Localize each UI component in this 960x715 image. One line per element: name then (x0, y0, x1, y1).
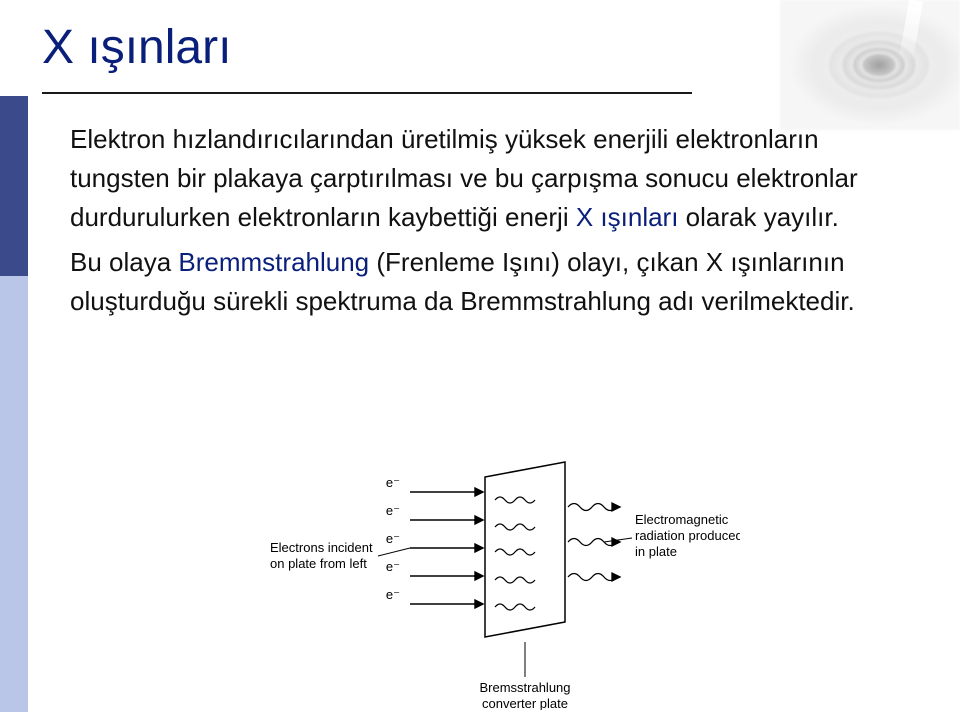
rail-light-segment (0, 276, 28, 712)
left-label-l1: Electrons incident (270, 540, 373, 555)
left-label-pointer (378, 548, 410, 556)
radiation-out (568, 503, 620, 581)
bottom-label-l1: Bremsstrahlung (479, 680, 570, 695)
electron-label-4: e⁻ (386, 559, 400, 574)
electron-label-1: e⁻ (386, 475, 400, 490)
decorative-diffraction-image (780, 0, 960, 130)
diagram-svg: e⁻ e⁻ e⁻ e⁻ e⁻ Electrons incident on pla… (260, 452, 740, 710)
right-label-l1: Electromagnetic (635, 512, 729, 527)
title-underline (42, 92, 692, 94)
p1-highlight: X ışınları (576, 202, 679, 232)
p2-highlight: Bremmstrahlung (178, 247, 369, 277)
p1-text-b: olarak yayılır. (678, 202, 838, 232)
left-label-l2: on plate from left (270, 556, 367, 571)
p2-text-a: Bu olaya (70, 247, 178, 277)
electron-label-2: e⁻ (386, 503, 400, 518)
left-accent-rail (0, 96, 28, 712)
paragraph-2: Bu olaya Bremmstrahlung (Frenleme Işını)… (70, 243, 910, 321)
rail-dark-segment (0, 96, 28, 276)
bottom-label-l2: converter plate (482, 696, 568, 710)
electron-label-5: e⁻ (386, 587, 400, 602)
paragraph-1: Elektron hızlandırıcılarından üretilmiş … (70, 120, 910, 237)
page-title: X ışınları (42, 20, 231, 75)
right-label-l2: radiation produced (635, 528, 740, 543)
electron-label-3: e⁻ (386, 531, 400, 546)
right-label-l3: in plate (635, 544, 677, 559)
bremsstrahlung-diagram: e⁻ e⁻ e⁻ e⁻ e⁻ Electrons incident on pla… (260, 452, 740, 710)
incoming-electrons (410, 488, 483, 608)
body-text: Elektron hızlandırıcılarından üretilmiş … (70, 120, 910, 327)
